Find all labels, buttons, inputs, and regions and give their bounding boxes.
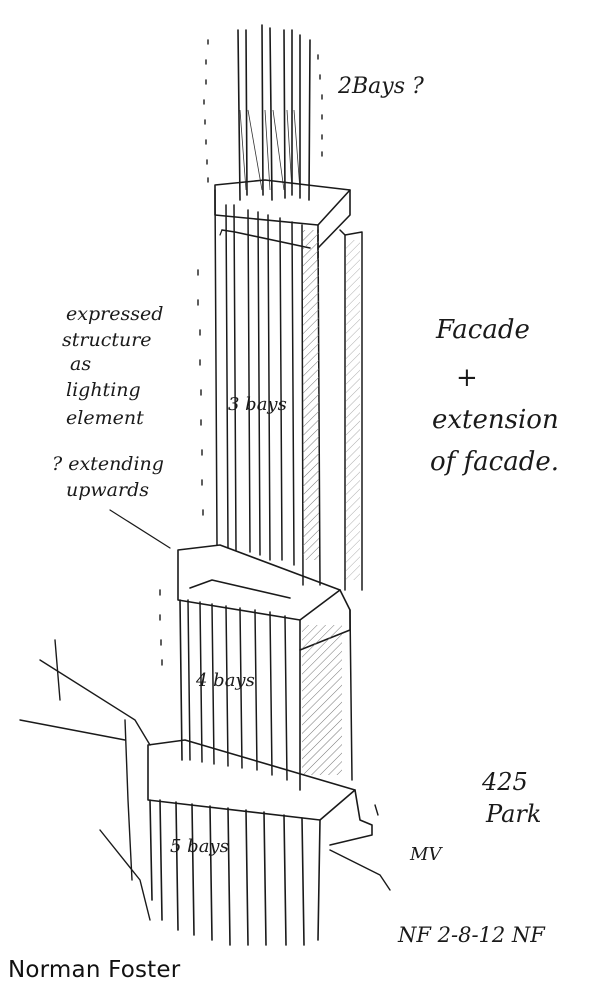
note-top-bays: 2Bays ? <box>337 74 424 99</box>
caption: Norman Foster <box>8 957 181 983</box>
upper-cap <box>214 179 351 261</box>
context-buildings <box>19 639 391 921</box>
note-mid-bays: 3 bays <box>228 394 287 415</box>
base-block <box>147 739 373 946</box>
spire-fins <box>237 24 311 201</box>
note-address-2: Park <box>485 800 541 828</box>
leader-lines <box>109 229 223 549</box>
note-facade-plus: + <box>456 363 478 393</box>
spire-light-dots <box>203 39 323 183</box>
lower-shaft <box>187 599 353 781</box>
note-left-2: structure <box>62 329 152 351</box>
note-left-5: element <box>66 407 144 429</box>
note-facade-2: extension <box>432 405 559 435</box>
note-facade-1: Facade <box>435 315 530 345</box>
note-left-6: ? extending <box>52 453 164 475</box>
signature: NF 2-8-12 NF <box>397 923 546 947</box>
note-address-1: 425 <box>481 768 528 796</box>
note-lower-bays: 4 bays <box>195 670 255 691</box>
note-left-1: expressed <box>66 303 163 325</box>
note-mv: MV <box>409 844 443 865</box>
shaft-light-dots <box>159 269 204 666</box>
note-left-4: lighting <box>66 379 141 401</box>
side-shadow <box>346 240 360 580</box>
note-base-bays: 5 bays <box>170 836 229 857</box>
spire-hatch <box>239 109 301 191</box>
middle-shaft <box>214 189 363 591</box>
lower-shadow <box>302 625 342 775</box>
shaft-shadow <box>303 230 319 560</box>
note-left-3: as <box>70 353 91 375</box>
note-left-7: upwards <box>66 479 149 501</box>
note-facade-3: of facade. <box>430 447 559 477</box>
